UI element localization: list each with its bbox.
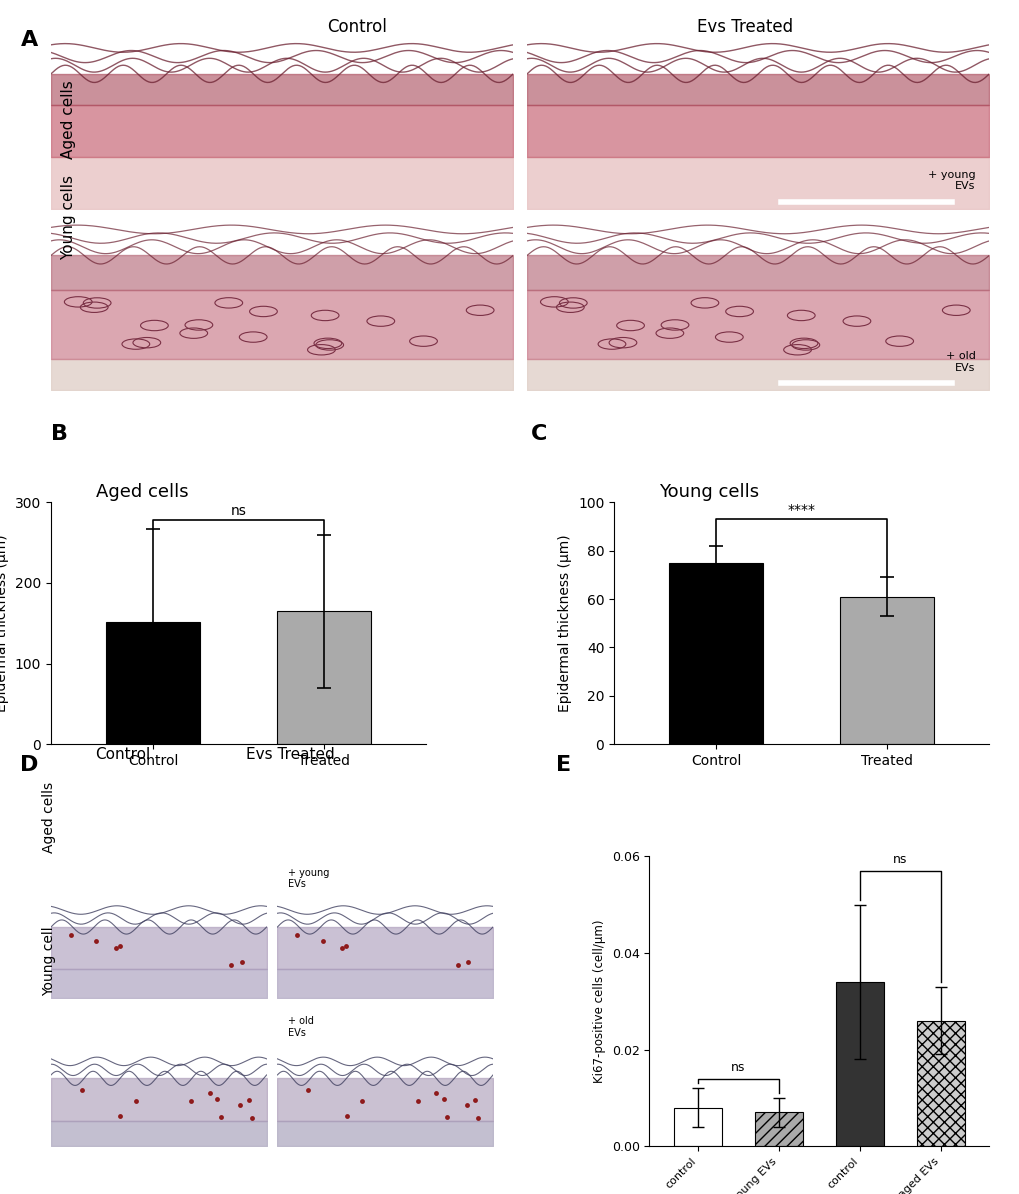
Bar (277, 611, 371, 744)
Bar (668, 562, 762, 744)
Text: Evs Treated: Evs Treated (696, 18, 792, 36)
Text: + young
EVs: + young EVs (927, 170, 974, 191)
Bar (754, 1113, 802, 1146)
Text: ns: ns (731, 1060, 745, 1073)
Text: Control: Control (95, 746, 150, 762)
Text: B: B (51, 424, 68, 444)
Text: ****: **** (787, 503, 815, 517)
Text: + old
EVs: + old EVs (288, 1016, 314, 1038)
Text: Evs Treated: Evs Treated (246, 746, 335, 762)
Text: Aged cells: Aged cells (42, 782, 56, 854)
Text: C: C (530, 424, 546, 444)
Text: Control: Control (327, 18, 386, 36)
Bar (916, 1021, 964, 1146)
Text: A: A (20, 30, 38, 50)
Text: ns: ns (893, 853, 907, 866)
Y-axis label: Epidermal thickness (μm): Epidermal thickness (μm) (0, 535, 9, 712)
Text: + old
EVs: + old EVs (945, 351, 974, 373)
Bar (106, 622, 200, 744)
Bar (835, 981, 883, 1146)
Text: D: D (20, 755, 39, 775)
Y-axis label: Epidermal thickness (μm): Epidermal thickness (μm) (557, 535, 572, 712)
Bar (673, 1108, 721, 1146)
Text: ns: ns (230, 504, 247, 518)
Text: E: E (555, 755, 571, 775)
Text: + young
EVs: + young EVs (288, 868, 329, 890)
Y-axis label: Ki67-positive cells (cell/μm): Ki67-positive cells (cell/μm) (592, 919, 605, 1083)
Text: Young cell: Young cell (42, 927, 56, 996)
Bar (840, 597, 933, 744)
Text: Young cells: Young cells (61, 174, 75, 260)
Text: Aged cells: Aged cells (96, 482, 189, 500)
Text: Young cells: Young cells (658, 482, 758, 500)
Text: Aged cells: Aged cells (61, 80, 75, 159)
